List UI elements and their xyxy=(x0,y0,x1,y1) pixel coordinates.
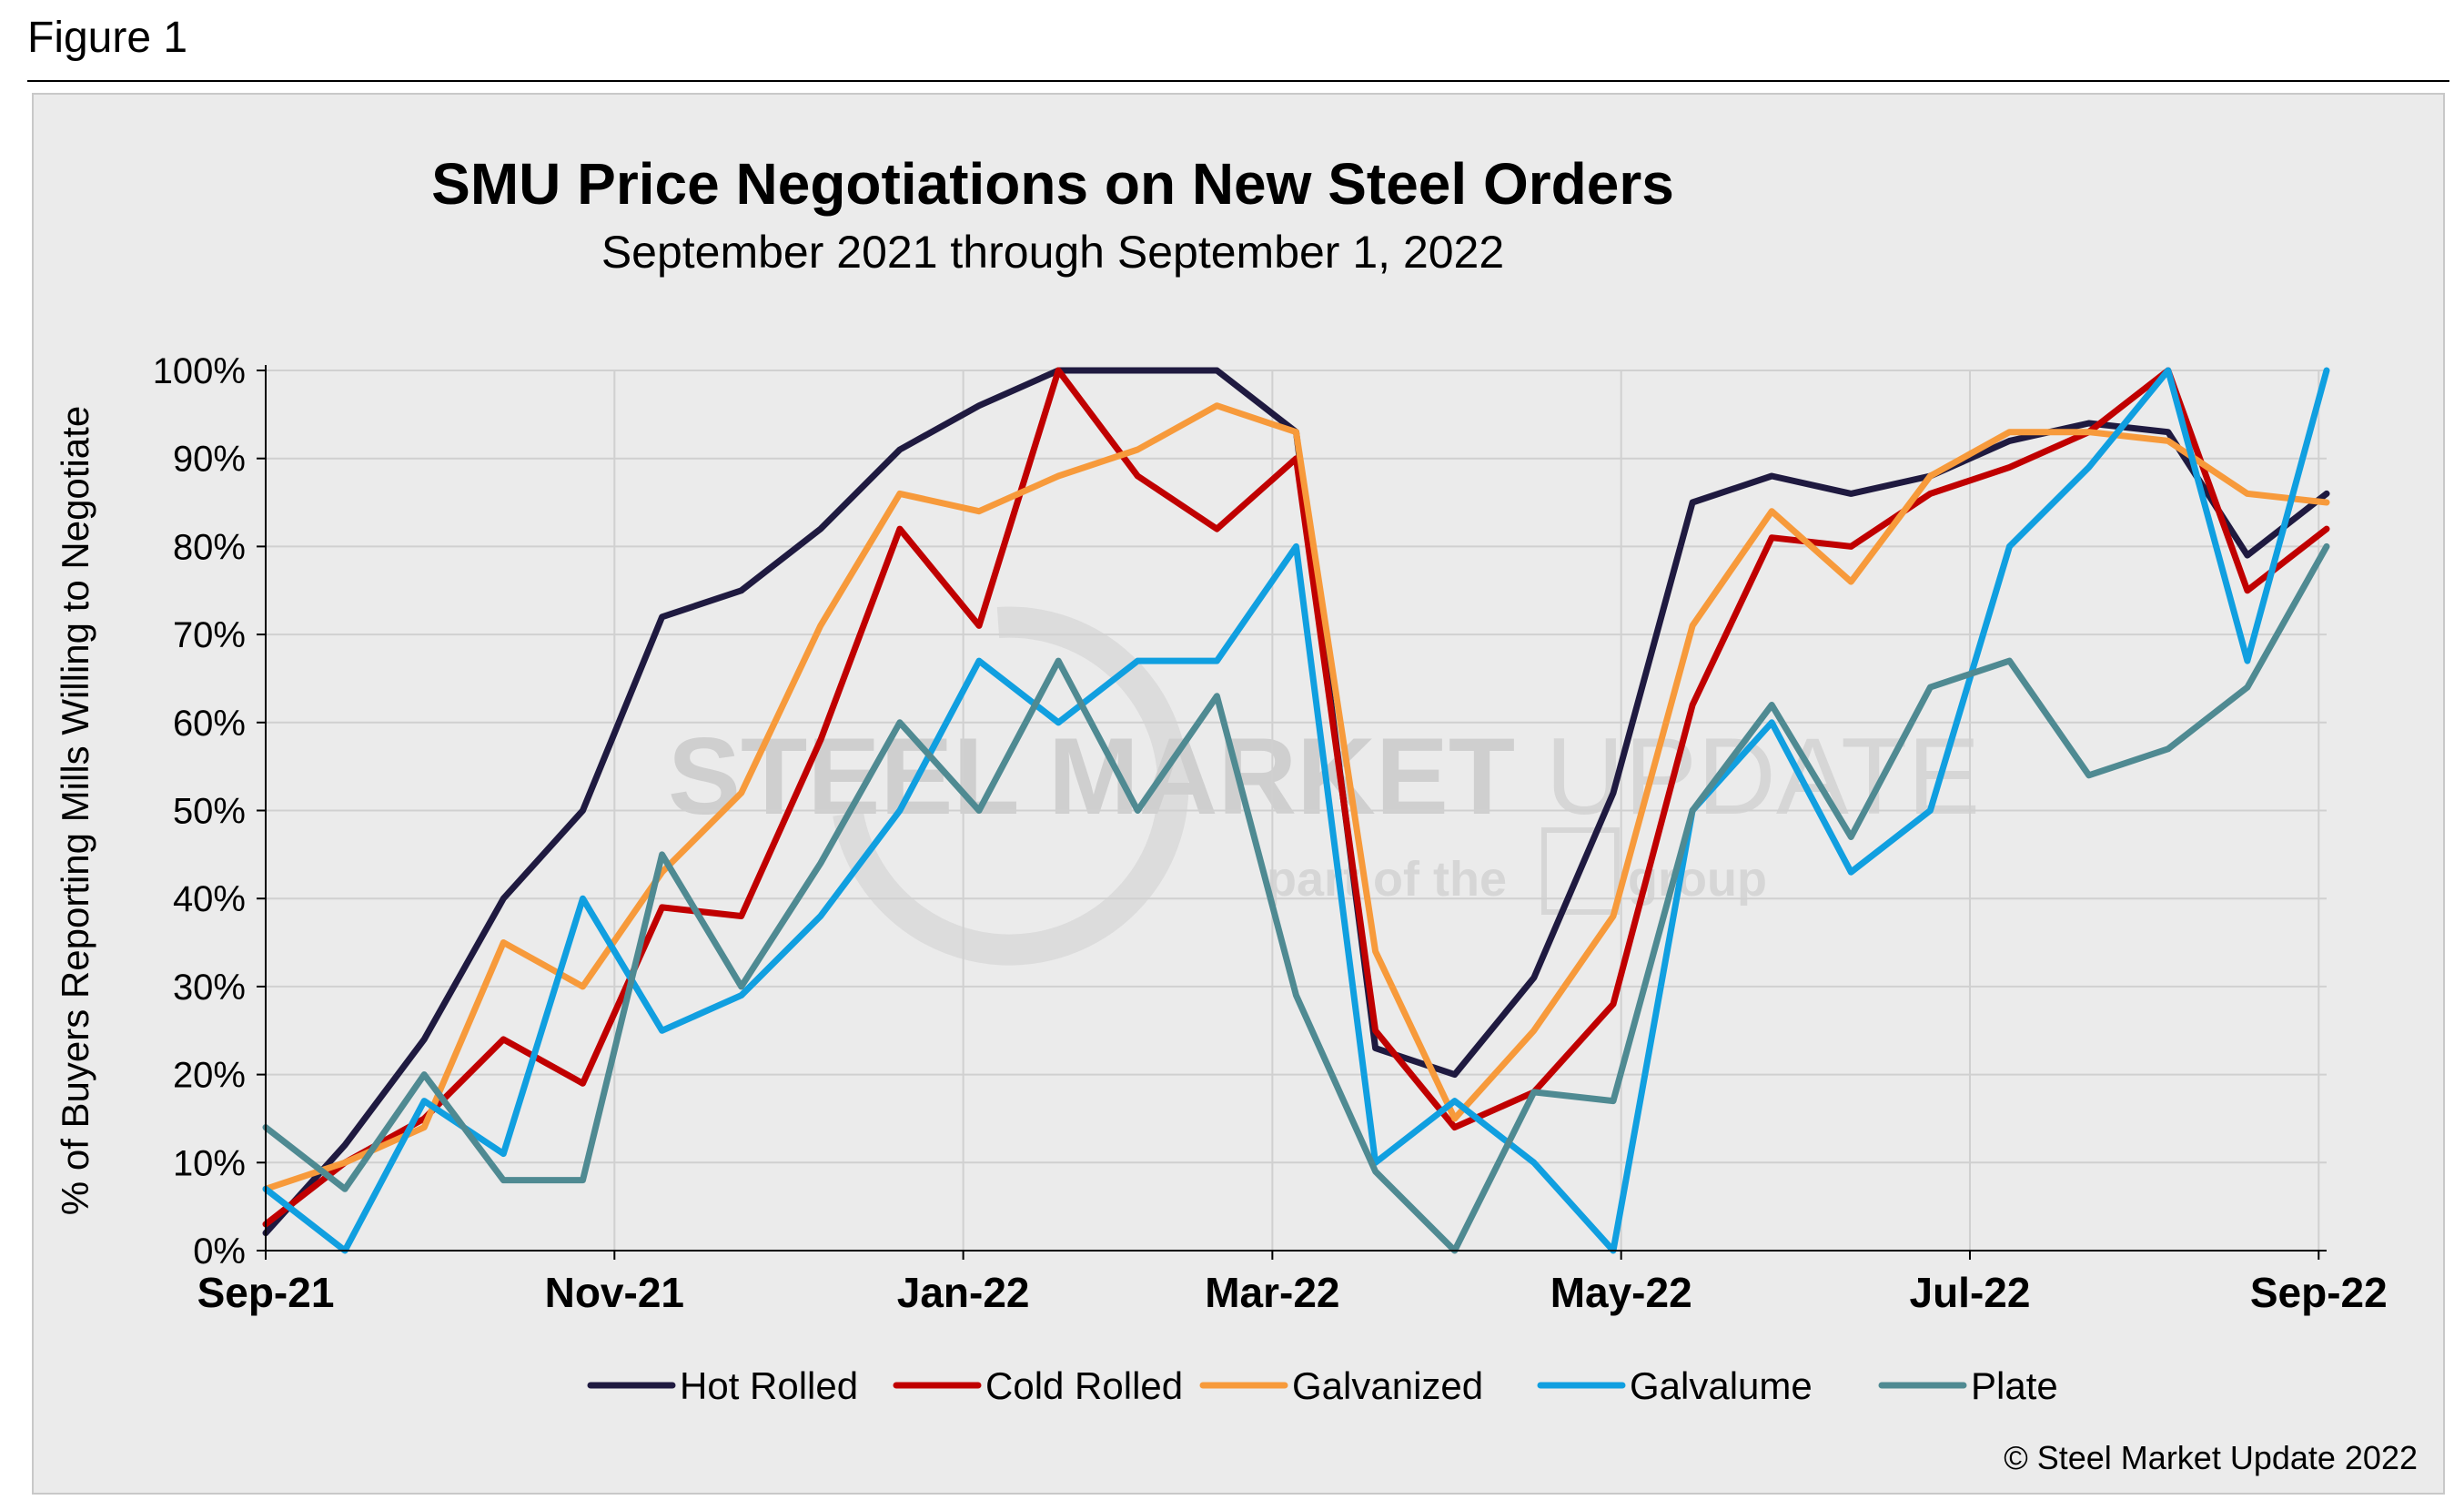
y-tick-label: 30% xyxy=(173,968,246,1008)
series-lines xyxy=(262,367,2330,1254)
series-line-cold-rolled xyxy=(262,367,2330,1228)
x-axis-ticks: Sep-21 Nov-21 Jan-22 Mar-22 May-22 Jul-22 Sep-… xyxy=(197,1251,2388,1316)
series-line-galvalume xyxy=(262,367,2330,1254)
x-tick-label: Mar-22 xyxy=(1205,1269,1339,1316)
legend-label-galvanized: Galvanized xyxy=(1292,1364,1483,1407)
x-tick-label: Sep-21 xyxy=(197,1269,335,1316)
x-tick-label: May-22 xyxy=(1550,1269,1692,1316)
y-tick-label: 80% xyxy=(173,527,246,567)
watermark-swoosh-icon xyxy=(833,606,1189,966)
legend-label-cold-rolled: Cold Rolled xyxy=(985,1364,1183,1407)
x-tick-label: Jul-22 xyxy=(1910,1269,2031,1316)
y-tick-label: 60% xyxy=(173,704,246,744)
legend-label-plate: Plate xyxy=(1971,1364,2058,1407)
legend-label-galvalume: Galvalume xyxy=(1630,1364,1813,1407)
series-line-plate xyxy=(262,542,2330,1254)
y-tick-label: 50% xyxy=(173,792,246,832)
y-tick-label: 70% xyxy=(173,615,246,655)
x-tick-label: Sep-22 xyxy=(2250,1269,2388,1316)
figure-label: Figure 1 xyxy=(27,14,188,62)
chart-subtitle: September 2021 through September 1, 2022 xyxy=(601,227,1504,278)
y-tick-label: 100% xyxy=(153,351,246,391)
watermark-bold: STEEL MARKET xyxy=(668,715,1515,837)
chart: STEEL MARKET UPDATE part of the group SM… xyxy=(54,151,2418,1476)
y-tick-label: 90% xyxy=(173,440,246,480)
y-tick-label: 40% xyxy=(173,879,246,919)
legend-label-hot-rolled: Hot Rolled xyxy=(680,1364,858,1407)
y-tick-label: 10% xyxy=(173,1143,246,1183)
y-tick-label: 20% xyxy=(173,1056,246,1096)
chart-frame: STEEL MARKET UPDATE part of the group SM… xyxy=(32,93,2445,1495)
watermark-logo-icon xyxy=(1541,827,1620,915)
watermark-line2: part of the xyxy=(1267,852,1507,907)
y-axis-label: % of Buyers Reporting Mills Willing to N… xyxy=(54,406,96,1215)
chart-title: SMU Price Negotiations on New Steel Orde… xyxy=(431,151,1674,217)
legend: Hot Rolled Cold Rolled Galvanized Galvalume… xyxy=(587,1364,2058,1407)
copyright: © Steel Market Update 2022 xyxy=(2004,1439,2418,1476)
figure-rule xyxy=(27,80,2449,82)
y-tick-label: 0% xyxy=(193,1231,246,1272)
x-tick-label: Jan-22 xyxy=(897,1269,1030,1316)
y-axis-ticks: 0% 10% 20% 30% 40% 50% 60% 70% 80% 90% 100% xyxy=(153,351,266,1272)
grid xyxy=(266,370,2327,1251)
x-tick-label: Nov-21 xyxy=(545,1269,684,1316)
